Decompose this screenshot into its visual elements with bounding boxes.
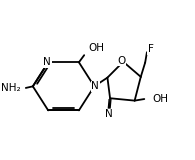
Text: OH: OH: [89, 43, 105, 53]
Text: F: F: [148, 44, 154, 54]
Text: OH: OH: [153, 94, 169, 104]
Text: N: N: [43, 57, 51, 67]
Text: O: O: [118, 56, 126, 66]
Text: N: N: [105, 109, 113, 119]
Text: N: N: [91, 81, 99, 91]
Text: NH₂: NH₂: [1, 83, 20, 93]
